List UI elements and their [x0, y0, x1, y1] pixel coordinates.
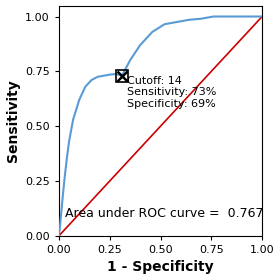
Text: Area under ROC curve =  0.767: Area under ROC curve = 0.767: [65, 207, 264, 220]
Text: Cutoff: 14
Sensitivity: 73%
Specificity: 69%: Cutoff: 14 Sensitivity: 73% Specificity:…: [127, 76, 216, 109]
Y-axis label: Sensitivity: Sensitivity: [6, 79, 20, 162]
X-axis label: 1 - Specificity: 1 - Specificity: [107, 260, 214, 274]
